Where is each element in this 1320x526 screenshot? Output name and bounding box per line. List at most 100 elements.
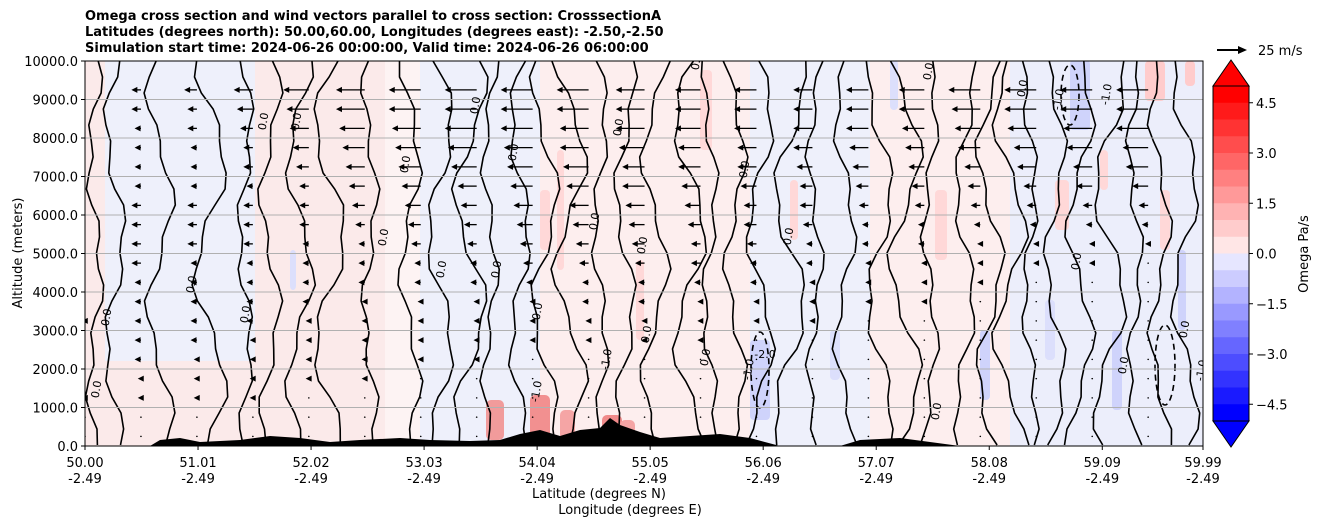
wind-vector-head [305,375,312,382]
wind-vector-head [190,337,197,344]
wind-vector [867,320,870,322]
wind-vector-head [444,125,451,132]
y-axis: 0.0 1000.0 2000.0 3000.0 4000.0 5000.0 6000.0 7… [24,55,85,455]
chart-title: Omega cross section and wind vectors par… [85,9,664,57]
x-tick-longitude: -2.49 [520,472,554,487]
wind-vector-head [628,221,635,228]
wind-vector-head [737,163,744,170]
wind-vector-head [137,375,144,382]
wind-vector-head [559,144,566,151]
wind-vector-head [134,279,141,286]
wind-vector-head [411,240,418,247]
y-tick-label: 4000.0 [33,286,79,301]
wind-vector-head [793,86,800,93]
wind-vector-head [845,125,852,132]
wind-vector [867,435,870,438]
wind-vector-head [404,202,411,209]
colorbar-segment [1213,169,1249,187]
wind-vector [1147,377,1149,380]
wind-vector [1035,435,1038,438]
wind-vector [419,416,422,418]
x-tick-latitude: 52.02 [292,456,329,471]
wind-vector [1147,397,1149,399]
wind-vector-head [845,106,852,113]
wind-vector-head [184,86,191,93]
wind-vector-head [572,221,579,228]
wind-vector-head [131,106,138,113]
wind-vector-head [740,183,747,190]
wind-vector [531,397,534,399]
colorbar-segment [1213,370,1249,388]
x-tick-latitude: 55.05 [632,456,669,471]
colorbar-tick-label: −4.5 [1256,398,1288,413]
wind-vector-head [618,144,625,151]
wind-vector-head [585,337,592,344]
wind-vector-head [467,240,474,247]
wind-vector [1035,339,1038,341]
wind-vector-head [563,163,570,170]
quiver-key-label: 25 m/s [1258,44,1303,59]
wind-vector-head [977,260,984,267]
contour-label: 0.0 [184,275,200,294]
x-axis-label-latitude: Latitude (degrees N) [532,487,666,502]
wind-vector-head [361,356,368,363]
quiver-key: 25 m/s [1217,44,1303,59]
shade-cell [530,395,550,440]
wind-vector-head [1116,106,1123,113]
contour-label: 0.0 [698,348,714,367]
wind-vector [1091,377,1094,380]
contour-label: 0.0 [398,155,414,174]
wind-vector [923,358,926,361]
wind-vector-head [697,337,704,344]
wind-vector-head [1085,221,1092,228]
wind-vector-head [302,260,309,267]
wind-vector-head [638,298,645,305]
wind-vector [531,435,534,438]
wind-vector-head [451,163,458,170]
wind-vector [1147,358,1149,361]
colorbar-segment [1213,236,1249,254]
contour-label: 0.0 [1069,252,1085,271]
wind-vector [531,416,534,418]
wind-vector [1035,397,1038,399]
wind-vector-head [1017,163,1024,170]
wind-vector-head [674,106,681,113]
wind-vector [1035,416,1038,418]
wind-vector-head [799,202,806,209]
title-line: Omega cross section and wind vectors par… [85,9,662,24]
wind-vector-head [951,106,958,113]
wind-vector [755,416,758,418]
contour-label: 0.0 [376,228,392,247]
wind-vector-head [582,298,589,305]
wind-vector [867,397,870,399]
wind-vector-head [503,144,510,151]
wind-vector-head [236,106,243,113]
x-tick-longitude: -2.49 [407,472,441,487]
wind-vector-head [861,240,868,247]
wind-vector [755,397,758,399]
wind-vector-head [187,106,194,113]
wind-vector-head [678,144,685,151]
wind-vector-head [79,299,85,305]
wind-vector [140,416,142,418]
wind-vector-head [1082,202,1089,209]
wind-vector-head [417,356,424,363]
wind-vector-head [1144,240,1151,247]
wind-vector-head [299,221,306,228]
colorbar-segment [1213,186,1249,204]
contour-negative [1154,324,1176,406]
wind-vector-head [131,240,138,247]
contour-label: 0.0 [468,96,484,115]
wind-vector [699,397,702,399]
wind-vector-head [793,125,800,132]
wind-vector [587,377,590,380]
wind-vector-head [190,163,197,170]
contour-label: 0.0 [1015,79,1031,98]
wind-vector-head [470,279,477,286]
wind-vector-head [249,394,256,401]
wind-vector-head [302,298,309,305]
contour-negative [1060,64,1080,126]
colorbar-segment [1213,119,1249,137]
wind-vector-head [1089,260,1096,267]
wind-vector-head [1007,125,1014,132]
